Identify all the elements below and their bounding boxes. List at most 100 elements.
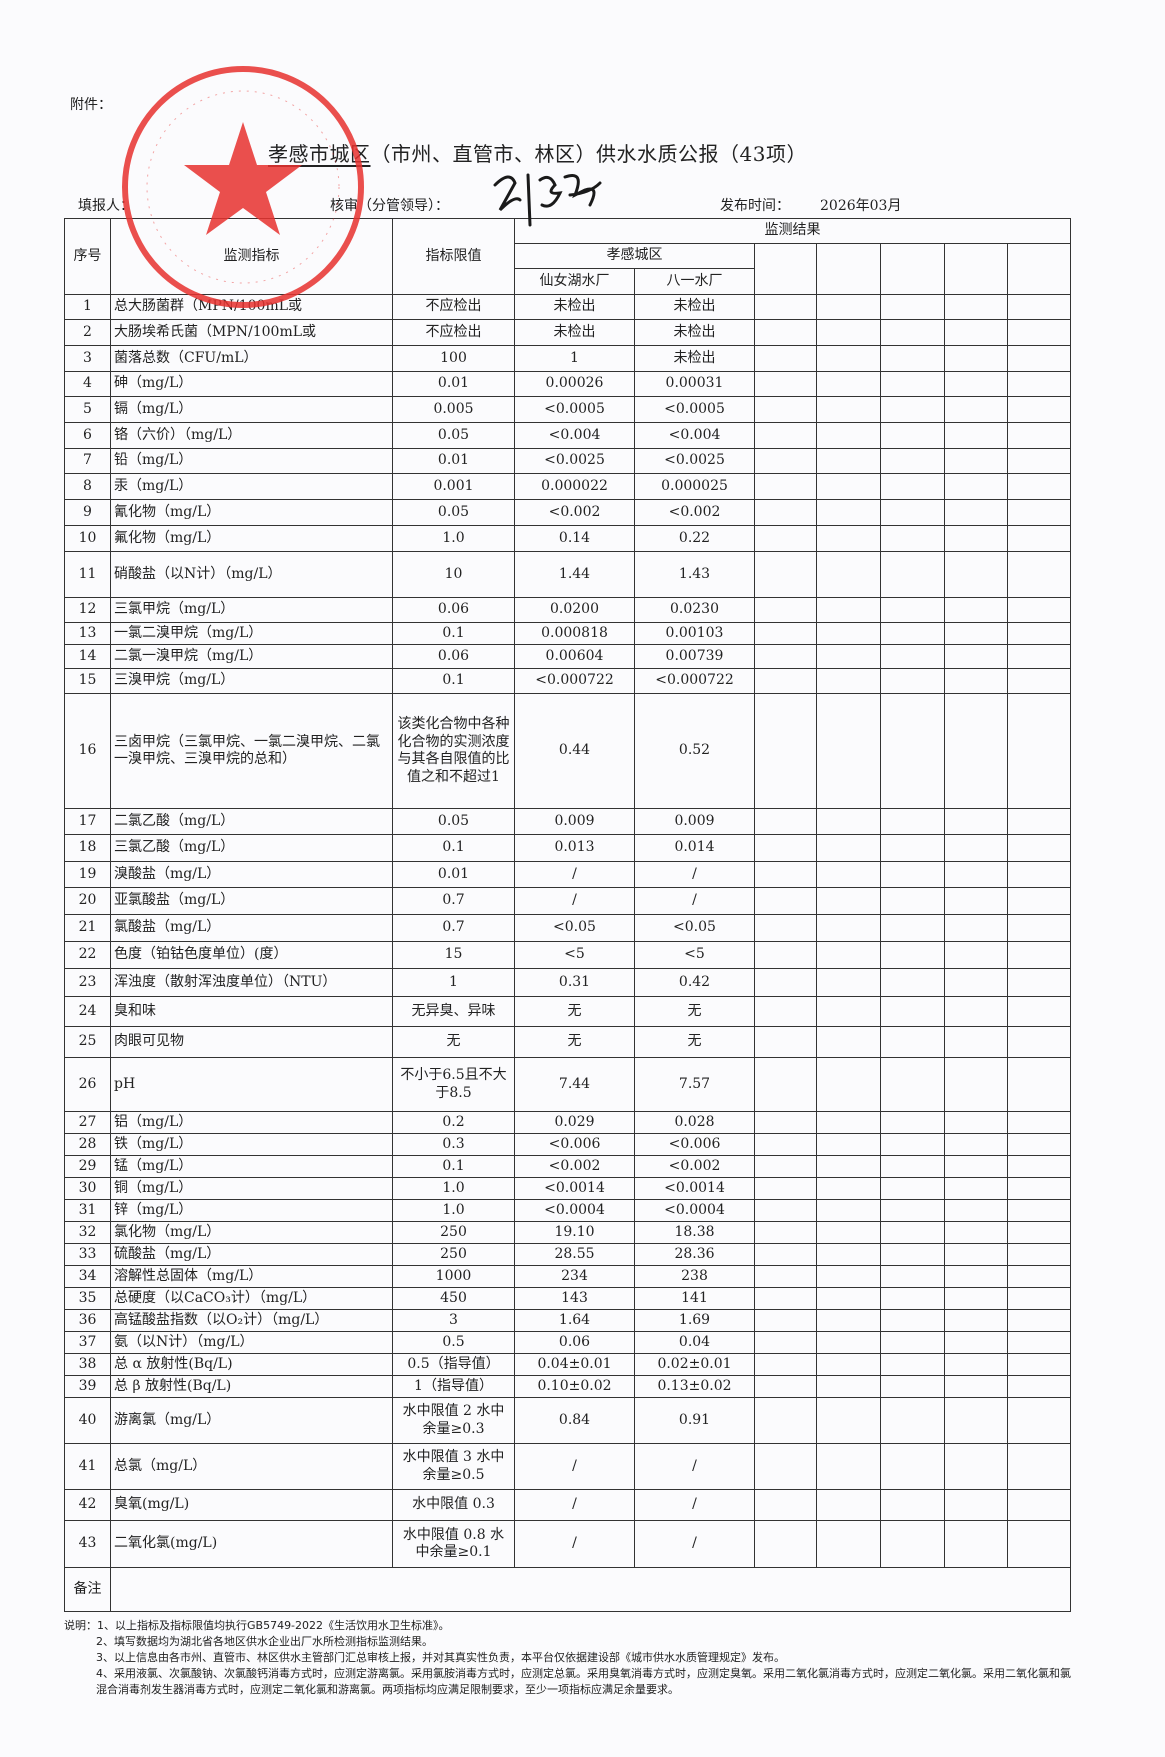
- row-result-xiannvhu: 0.10±0.02: [514, 1375, 635, 1398]
- empty-cell: [816, 1443, 881, 1490]
- row-limit: 无异臭、异味: [392, 996, 515, 1027]
- row-result-bayi: 0.02±0.01: [634, 1353, 755, 1376]
- row-seq: 34: [64, 1265, 111, 1288]
- empty-cell: [1007, 622, 1071, 645]
- row-seq: 27: [64, 1111, 111, 1134]
- empty-cell: [1007, 1155, 1071, 1178]
- table-row: 17 二氯乙酸（mg/L） 0.05 0.009 0.009: [64, 808, 1071, 835]
- table-row: 36 高锰酸盐指数（以O₂计）（mg/L） 3 1.64 1.69: [64, 1309, 1071, 1332]
- row-result-bayi: 未检出: [634, 345, 755, 372]
- empty-cell: [880, 1057, 945, 1112]
- empty-cell: [754, 1111, 817, 1134]
- row-result-xiannvhu: 0.84: [514, 1397, 635, 1444]
- row-result-xiannvhu: 0.029: [514, 1111, 635, 1134]
- table-row: 30 铜（mg/L） 1.0 <0.0014 <0.0014: [64, 1177, 1071, 1200]
- empty-cell: [944, 319, 1008, 346]
- empty-cell: [944, 1443, 1008, 1490]
- empty-cell: [816, 808, 881, 835]
- table-row: 39 总 β 放射性(Bq/L) 1（指导值） 0.10±0.02 0.13±0.02: [64, 1375, 1071, 1398]
- row-result-bayi: <5: [634, 941, 755, 969]
- table-row: 5 镉（mg/L） 0.005 <0.0005 <0.0005: [64, 396, 1071, 423]
- row-result-bayi: 无: [634, 1026, 755, 1058]
- empty-cell: [754, 996, 817, 1027]
- empty-cell: [944, 1177, 1008, 1200]
- row-result-bayi: 0.014: [634, 834, 755, 862]
- empty-cell: [816, 1375, 881, 1398]
- empty-cell: [880, 668, 945, 694]
- row-seq: 18: [64, 834, 111, 862]
- row-limit: 水中限值 0.3: [392, 1489, 515, 1521]
- note-line: 说明：1、以上指标及指标限值均执行GB5749-2022《生活饮用水卫生标准》。: [64, 1619, 450, 1632]
- empty-cell: [754, 834, 817, 862]
- row-result-xiannvhu: 0.06: [514, 1331, 635, 1354]
- empty-cell: [880, 1489, 945, 1521]
- row-limit: 0.1: [392, 1155, 515, 1178]
- row-result-xiannvhu: 7.44: [514, 1057, 635, 1112]
- row-seq: 25: [64, 1026, 111, 1058]
- row-indicator: 一氯二溴甲烷（mg/L）: [110, 622, 393, 645]
- empty-cell: [754, 1331, 817, 1354]
- table-row: 40 游离氯（mg/L） 水中限值 2 水中余量≥0.3 0.84 0.91: [64, 1397, 1071, 1444]
- empty-cell: [816, 243, 881, 295]
- row-result-bayi: 0.04: [634, 1331, 755, 1354]
- header-results: 监测结果: [514, 218, 1071, 244]
- empty-cell: [1007, 834, 1071, 862]
- row-result-bayi: 0.22: [634, 525, 755, 552]
- row-limit: 0.01: [392, 448, 515, 474]
- empty-cell: [1007, 1177, 1071, 1200]
- empty-cell: [944, 371, 1008, 397]
- empty-cell: [1007, 1397, 1071, 1444]
- row-limit: 450: [392, 1287, 515, 1310]
- empty-cell: [944, 1331, 1008, 1354]
- row-seq: 14: [64, 644, 111, 669]
- empty-cell: [1007, 294, 1071, 320]
- empty-cell: [1007, 1331, 1071, 1354]
- empty-cell: [880, 1111, 945, 1134]
- row-result-xiannvhu: 无: [514, 1026, 635, 1058]
- empty-cell: [944, 1221, 1008, 1244]
- row-result-xiannvhu: <5: [514, 941, 635, 969]
- empty-cell: [880, 319, 945, 346]
- row-indicator: 砷（mg/L）: [110, 371, 393, 397]
- table-row: 35 总硬度（以CaCO₃计）（mg/L） 450 143 141: [64, 1287, 1071, 1310]
- row-result-xiannvhu: 0.31: [514, 968, 635, 997]
- remark-label: 备注: [64, 1567, 111, 1612]
- empty-cell: [1007, 644, 1071, 669]
- row-indicator: 铬（六价）（mg/L）: [110, 422, 393, 449]
- table-row: 9 氰化物（mg/L） 0.05 <0.002 <0.002: [64, 499, 1071, 526]
- empty-cell: [944, 622, 1008, 645]
- row-result-xiannvhu: 0.000818: [514, 622, 635, 645]
- row-result-bayi: 141: [634, 1287, 755, 1310]
- empty-cell: [1007, 887, 1071, 915]
- row-result-xiannvhu: <0.0014: [514, 1177, 635, 1200]
- row-result-bayi: <0.002: [634, 499, 755, 526]
- row-result-xiannvhu: <0.0025: [514, 448, 635, 474]
- row-seq: 28: [64, 1133, 111, 1156]
- table-row: 16 三卤甲烷（三氯甲烷、一氯二溴甲烷、二氯一溴甲烷、三溴甲烷的总和） 该类化合物中…: [64, 693, 1071, 809]
- row-seq: 7: [64, 448, 111, 474]
- table-row: 19 溴酸盐（mg/L） 0.01//: [64, 861, 1071, 888]
- row-limit: 不应检出: [392, 294, 515, 320]
- row-seq: 11: [64, 551, 111, 598]
- row-result-xiannvhu: 0.000022: [514, 473, 635, 500]
- empty-cell: [754, 1309, 817, 1332]
- row-seq: 31: [64, 1199, 111, 1222]
- empty-cell: [1007, 861, 1071, 888]
- row-result-xiannvhu: 143: [514, 1287, 635, 1310]
- row-result-bayi: 未检出: [634, 319, 755, 346]
- row-indicator: 溶解性总固体（mg/L）: [110, 1265, 393, 1288]
- empty-cell: [944, 1397, 1008, 1444]
- row-result-xiannvhu: 1.64: [514, 1309, 635, 1332]
- row-limit: 1.0: [392, 1199, 515, 1222]
- row-result-bayi: 0.91: [634, 1397, 755, 1444]
- empty-cell: [880, 345, 945, 372]
- row-result-xiannvhu: 未检出: [514, 319, 635, 346]
- empty-cell: [1007, 996, 1071, 1027]
- table-row: 43 二氧化氯(mg/L) 水中限值 0.8 水中余量≥0.1//: [64, 1520, 1071, 1568]
- table-row: 38 总 α 放射性(Bq/L) 0.5（指导值） 0.04±0.01 0.02±0.0…: [64, 1353, 1071, 1376]
- empty-cell: [816, 941, 881, 969]
- row-indicator: 镉（mg/L）: [110, 396, 393, 423]
- empty-cell: [944, 644, 1008, 669]
- row-result-bayi: <0.05: [634, 914, 755, 942]
- empty-cell: [880, 499, 945, 526]
